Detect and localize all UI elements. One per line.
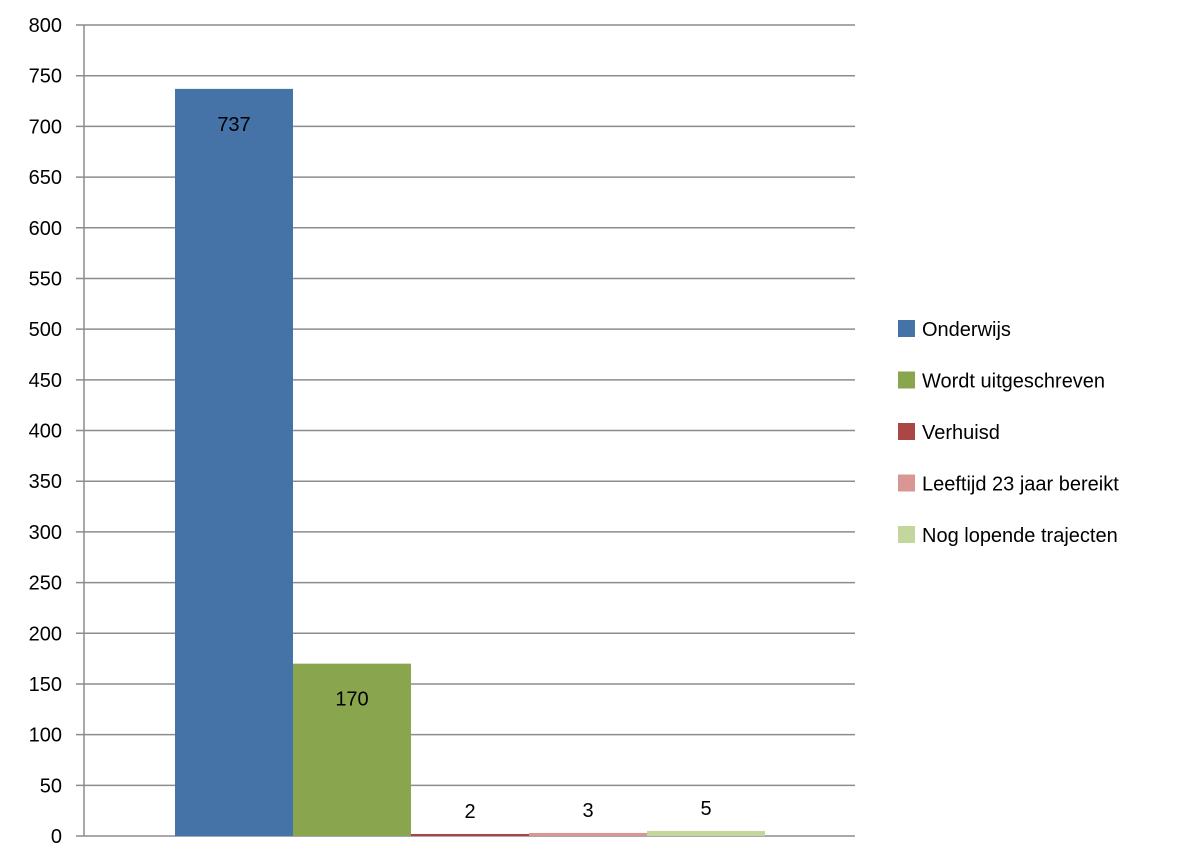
y-tick-label: 0 [51,826,62,843]
y-tick-label: 200 [29,623,62,645]
legend-label: Verhuisd [922,422,1000,444]
bar-verhuisd [411,833,529,836]
legend-swatch [898,371,915,389]
y-tick-label: 300 [29,522,62,544]
bars [175,88,765,836]
y-tick-label: 600 [29,218,62,240]
legend-label: Nog lopende trajecten [922,525,1118,547]
legend-swatch [898,526,915,543]
y-tick-label: 550 [29,268,62,290]
legend-swatch [898,320,915,337]
data-label: 5 [700,798,711,820]
data-label: 737 [217,114,250,136]
y-tick-label: 800 [29,15,62,37]
legend-label: Wordt uitgeschreven [922,371,1105,393]
y-tick-label: 350 [29,471,62,493]
legend-label: Leeftijd 23 jaar bereikt [922,474,1119,496]
y-tick-label: 100 [29,725,62,747]
y-tick-label: 50 [40,775,62,797]
y-tick-label: 500 [29,319,62,341]
data-label: 3 [582,800,593,822]
y-tick-label: 250 [29,573,62,595]
data-label: 2 [464,801,475,823]
y-tick-label: 650 [29,167,62,189]
y-axis-ticks: 0 50 100 150 200 250 300 350 400 450 500 550 600 650 7… [29,15,62,843]
bar-nog-lopende-trajecten [647,830,765,836]
data-label: 170 [335,689,368,711]
bar-leeftijd-23-jaar-bereikt [529,832,647,836]
legend-swatch [898,474,915,492]
legend-swatch [898,423,915,440]
legend-label: Onderwijs [922,319,1011,341]
bar-wordt-uitgeschreven [293,663,411,836]
data-labels: 737 170 2 3 5 [217,114,711,823]
y-tick-label: 150 [29,674,62,696]
y-tick-label: 450 [29,370,62,392]
legend: Onderwijs Wordt uitgeschreven Verhuisd Leef… [898,319,1119,547]
y-tick-label: 700 [29,116,62,138]
y-tick-label: 400 [29,421,62,443]
y-tick-label: 750 [29,66,62,88]
bar-onderwijs [175,88,293,836]
